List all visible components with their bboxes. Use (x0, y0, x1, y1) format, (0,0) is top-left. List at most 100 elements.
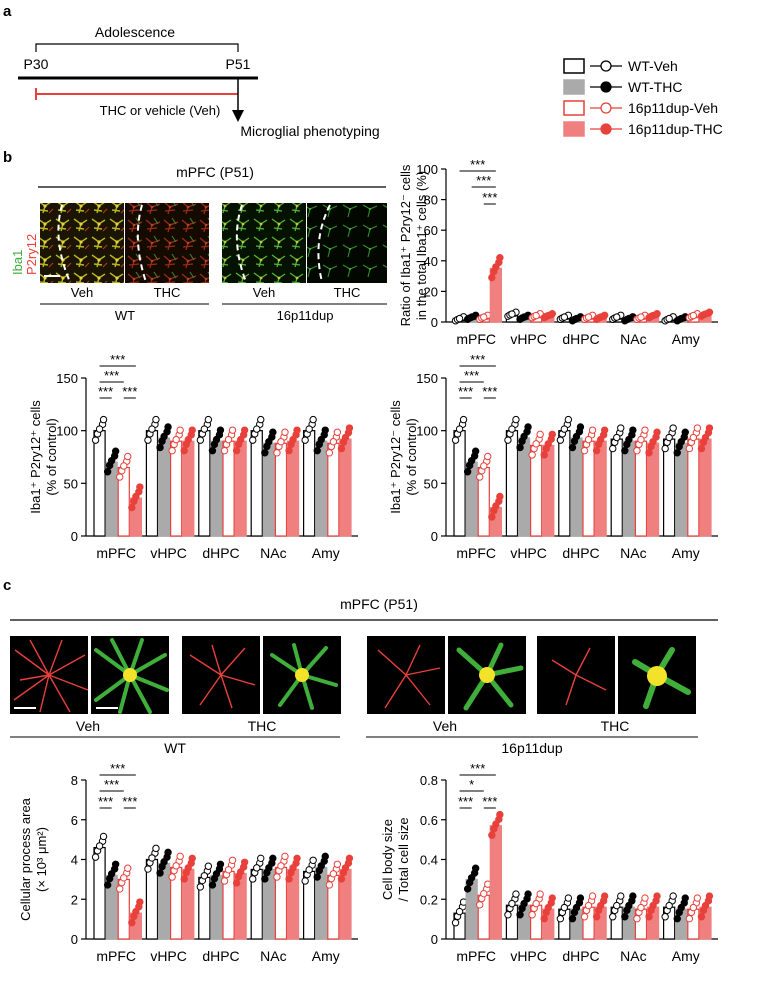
data-point (249, 436, 257, 444)
data-point (564, 415, 573, 424)
chart-iba1-p2ry12-negative: 0 50 100 150 Iba1⁺ P2ry12⁻ cells (% of contro… (388, 352, 718, 561)
data-point (588, 426, 597, 434)
data-point (584, 901, 593, 910)
y-tick-label: 60 (424, 223, 438, 238)
panel-label-c: c (3, 577, 11, 594)
legend-label: WT-THC (628, 79, 682, 95)
boundary-line (57, 204, 71, 283)
data-point (705, 424, 714, 432)
images-b-title: mPFC (P51) (176, 164, 254, 180)
data-point (480, 462, 488, 470)
data-point (685, 444, 694, 453)
x-tick-label: NAc (620, 948, 646, 964)
data-point (463, 468, 472, 476)
data-point (333, 428, 342, 436)
data-point (613, 313, 621, 321)
bar (262, 442, 275, 537)
data-point (596, 313, 605, 321)
boundary-line (317, 204, 331, 283)
data-point (516, 443, 524, 452)
data-point (333, 860, 342, 868)
data-point (669, 892, 677, 900)
data-point (172, 862, 180, 870)
data-point (152, 844, 160, 853)
data-point (208, 446, 217, 455)
legend-swatch (563, 100, 585, 116)
data-point (180, 446, 188, 455)
y-tick-label: 80 (424, 193, 438, 208)
legend-marker (600, 81, 612, 93)
data-point (273, 449, 281, 457)
data-point (144, 436, 152, 444)
data-point (681, 894, 689, 902)
data-point (512, 415, 520, 424)
data-point (693, 894, 702, 902)
data-point (641, 426, 649, 434)
bar (634, 440, 648, 537)
data-point (95, 425, 104, 433)
data-point (249, 875, 257, 883)
bar (93, 430, 106, 537)
data-point (705, 892, 714, 900)
data-point (665, 901, 673, 910)
data-point (697, 913, 706, 921)
data-point (232, 446, 241, 455)
data-point (281, 852, 289, 861)
y-tick-label: 50 (424, 476, 438, 491)
stain-p2ry12-label: P2ry12 (24, 234, 39, 275)
data-point (508, 425, 516, 433)
micrograph-dup-thc (307, 203, 387, 283)
data-point (701, 433, 710, 442)
data-point (281, 428, 289, 436)
data-point (451, 436, 460, 444)
data-point (160, 858, 168, 866)
data-point (269, 428, 277, 436)
data-point (341, 433, 350, 442)
data-point (480, 313, 488, 321)
data-point (476, 473, 484, 481)
data-point (463, 885, 472, 893)
significance-label: *** (122, 384, 137, 399)
bar (570, 437, 583, 537)
bar (594, 440, 607, 537)
legend-label: WT-Veh (628, 58, 678, 74)
data-point (613, 433, 621, 442)
data-point (236, 868, 245, 876)
data-point (269, 854, 277, 863)
data-point (265, 864, 273, 872)
cell-body (123, 668, 137, 682)
bar (529, 444, 543, 537)
x-tick-label: vHPC (150, 948, 187, 964)
y-tick-label: 0.6 (420, 813, 438, 828)
y-tick-label: 2 (71, 892, 78, 907)
data-point (289, 435, 297, 444)
data-point (128, 503, 136, 512)
data-point (637, 313, 645, 321)
start-age-label: P30 (24, 56, 49, 72)
data-point (240, 426, 249, 434)
data-point (200, 872, 209, 880)
y-axis-label: (% of control) (404, 418, 419, 495)
data-point (592, 913, 601, 921)
significance-label: *** (470, 352, 485, 367)
data-point (196, 883, 205, 891)
data-point (116, 885, 124, 893)
data-point (576, 894, 585, 902)
boundary-line (235, 204, 247, 283)
data-point (317, 862, 325, 870)
y-axis-label: (% of control) (44, 418, 59, 495)
data-point (200, 425, 209, 433)
bar (610, 438, 623, 537)
adolescence-bracket (35, 43, 239, 52)
y-axis-label: Ratio of Iba1⁺ P2ry12⁻ cells (398, 164, 413, 326)
data-point (91, 853, 100, 861)
data-point (548, 430, 556, 439)
data-point (488, 513, 496, 521)
y-tick-label: 50 (64, 476, 78, 491)
data-point (556, 915, 565, 923)
chart-iba1-p2ry12-positive: 0 50 100 150 Iba1⁺ P2ry12⁺ cells (% of contro… (28, 352, 358, 561)
data-point (321, 852, 329, 861)
data-point (156, 869, 164, 877)
data-point (508, 310, 516, 318)
